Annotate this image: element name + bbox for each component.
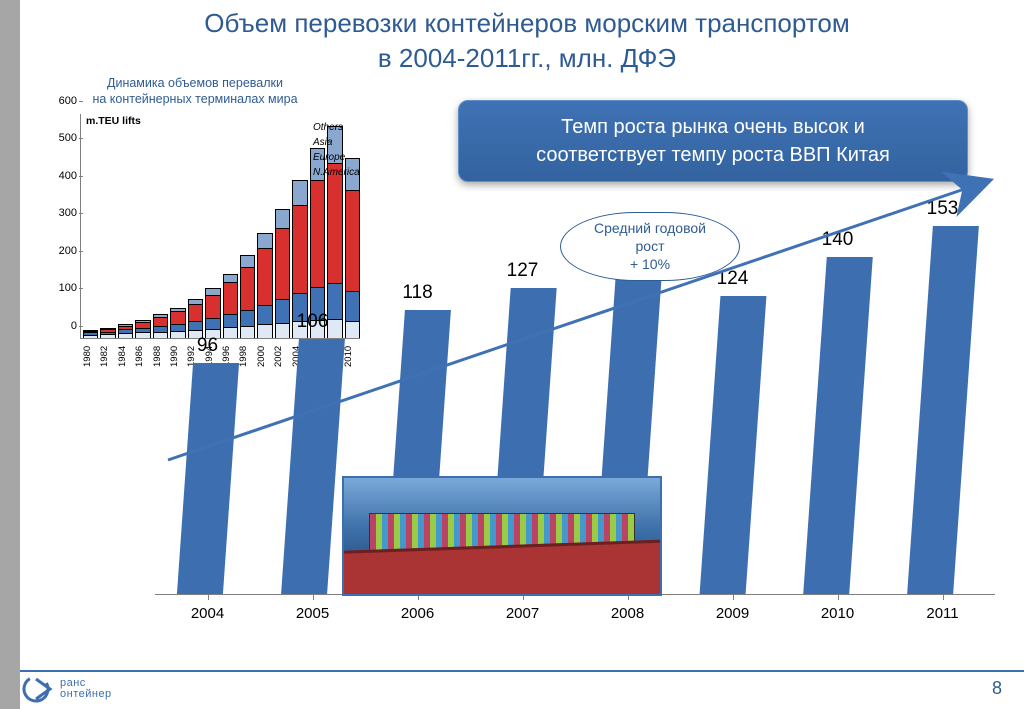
mini-bar bbox=[118, 324, 133, 338]
main-bar-value-label: 124 bbox=[717, 268, 749, 290]
mini-legend-item: N.America bbox=[313, 165, 360, 180]
mini-bar-segment bbox=[292, 180, 307, 205]
mini-ytick: 100 bbox=[45, 282, 77, 294]
mini-bar bbox=[100, 328, 115, 337]
main-xtick bbox=[943, 594, 944, 600]
callout-line2: соответствует темпу роста ВВП Китая bbox=[536, 144, 890, 166]
main-bar-wrap: 96 bbox=[155, 335, 260, 594]
main-bar bbox=[803, 257, 873, 594]
growth-badge: Средний годовой рост + 10% bbox=[560, 212, 740, 281]
main-bar-wrap: 153 bbox=[890, 198, 995, 594]
ship-image bbox=[342, 476, 662, 596]
main-xlabel: 2009 bbox=[680, 605, 785, 622]
slide-title: Объем перевозки контейнеров морским тран… bbox=[60, 6, 994, 76]
mini-ytick: 400 bbox=[45, 170, 77, 182]
main-xlabel: 2007 bbox=[470, 605, 575, 622]
main-xlabel: 2010 bbox=[785, 605, 890, 622]
main-bar bbox=[907, 226, 979, 594]
callout-line1: Темп роста рынка очень высок и bbox=[561, 116, 865, 138]
main-xtick bbox=[313, 594, 314, 600]
growth-line3: + 10% bbox=[630, 256, 670, 272]
main-bar-wrap: 124 bbox=[680, 268, 785, 594]
main-bar-value-label: 140 bbox=[822, 229, 854, 251]
main-bar-value-label: 127 bbox=[507, 260, 539, 282]
main-x-labels: 20042005200620072008200920102011 bbox=[155, 595, 995, 622]
main-xlabel: 2004 bbox=[155, 605, 260, 622]
mini-legend-item: Others bbox=[313, 120, 360, 135]
growth-line1: Средний годовой bbox=[594, 220, 706, 236]
main-bar-value-label: 106 bbox=[297, 311, 329, 333]
mini-bar-segment bbox=[83, 335, 98, 338]
callout-box: Темп роста рынка очень высок и соответст… bbox=[458, 100, 968, 182]
main-xlabel: 2006 bbox=[365, 605, 470, 622]
main-bar-value-label: 118 bbox=[402, 282, 432, 304]
mini-bar bbox=[83, 330, 98, 338]
title-line-2: в 2004-2011гг., млн. ДФЭ bbox=[378, 43, 676, 73]
footer-line bbox=[20, 670, 1024, 672]
mini-ytick: 200 bbox=[45, 245, 77, 257]
main-bar-wrap: 140 bbox=[785, 229, 890, 594]
mini-xlabel: 1984 bbox=[117, 342, 134, 370]
title-line-1: Объем перевозки контейнеров морским тран… bbox=[204, 8, 849, 38]
main-xtick bbox=[208, 594, 209, 600]
mini-title-line2: на контейнерных терминалах мира bbox=[92, 92, 297, 106]
main-xlabel: 2005 bbox=[260, 605, 365, 622]
company-logo: ранс онтейнер bbox=[22, 675, 112, 703]
mini-bar-segment bbox=[118, 333, 133, 338]
mini-chart-title: Динамика объемов перевалки на контейнерн… bbox=[30, 75, 360, 108]
mini-title-line1: Динамика объемов перевалки bbox=[107, 76, 283, 90]
mini-ytick: 300 bbox=[45, 207, 77, 219]
left-stripe bbox=[0, 0, 20, 709]
logo-text: ранс онтейнер bbox=[60, 678, 112, 700]
mini-xlabel: 1980 bbox=[82, 342, 99, 370]
logo-icon bbox=[22, 675, 56, 703]
page-number: 8 bbox=[992, 678, 1002, 699]
mini-bar-segment bbox=[100, 334, 115, 337]
main-xtick bbox=[838, 594, 839, 600]
main-bar-value-label: 153 bbox=[927, 198, 959, 220]
main-bar bbox=[699, 296, 766, 594]
main-bar bbox=[281, 339, 345, 594]
mini-ytick: 0 bbox=[45, 320, 77, 332]
main-xlabel: 2008 bbox=[575, 605, 680, 622]
mini-xlabel: 1986 bbox=[134, 342, 151, 370]
main-bar-value-label: 96 bbox=[197, 335, 218, 357]
main-xlabel: 2011 bbox=[890, 605, 995, 622]
mini-ytick: 500 bbox=[45, 132, 77, 144]
mini-bar bbox=[135, 320, 150, 338]
mini-legend: OthersAsiaEuropeN.America bbox=[313, 120, 360, 180]
mini-bar-segment bbox=[135, 332, 150, 337]
mini-ytick: 600 bbox=[45, 95, 77, 107]
main-bar bbox=[176, 363, 238, 594]
main-xtick bbox=[733, 594, 734, 600]
growth-line2: рост bbox=[636, 238, 665, 254]
mini-legend-item: Asia bbox=[313, 135, 360, 150]
mini-xlabel: 1982 bbox=[99, 342, 116, 370]
mini-legend-item: Europe bbox=[313, 150, 360, 165]
